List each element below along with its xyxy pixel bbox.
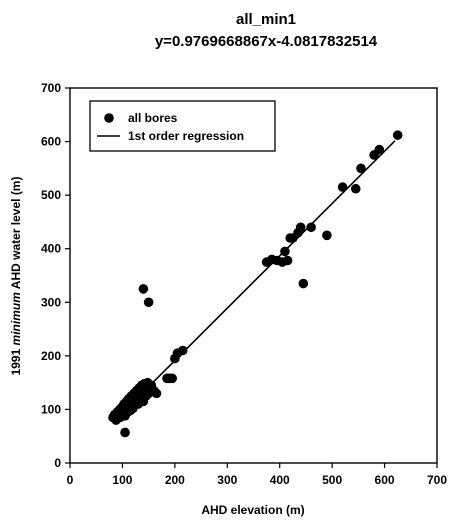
axis-ticks: 0 100 200 300 400 500 600 700 0 100 200 300 400 500 60… bbox=[41, 81, 447, 487]
scatter-point bbox=[350, 183, 361, 194]
scatter-point bbox=[337, 182, 348, 192]
regression-line bbox=[113, 140, 396, 422]
x-tick-label: 200 bbox=[165, 473, 185, 487]
y-axis-label: 1991 minimum AHD water level (m) bbox=[9, 177, 23, 376]
chart-subtitle: y=0.9769668867x-4.0817832514 bbox=[155, 33, 378, 50]
scatter-point bbox=[356, 163, 366, 174]
scatter-point bbox=[143, 297, 154, 308]
y-tick-label: 600 bbox=[41, 135, 61, 149]
regression-layer bbox=[113, 140, 396, 422]
scatter-point bbox=[120, 427, 130, 438]
scatter-point bbox=[280, 246, 290, 257]
legend-point-marker bbox=[104, 113, 114, 123]
scatter-point bbox=[282, 255, 293, 266]
chart-title: all_min1 bbox=[236, 11, 296, 28]
x-tick-label: 300 bbox=[217, 473, 237, 487]
x-tick-label: 100 bbox=[112, 473, 132, 487]
x-axis-label: AHD elevation (m) bbox=[201, 503, 304, 517]
legend-label-regression: 1st order regression bbox=[128, 129, 244, 143]
x-tick-label: 500 bbox=[322, 473, 342, 487]
scatter-point bbox=[167, 373, 178, 384]
legend-box bbox=[89, 100, 276, 152]
y-tick-label: 300 bbox=[41, 295, 61, 309]
points-layer bbox=[108, 130, 403, 438]
legend: all bores 1st order regression bbox=[89, 100, 276, 152]
plot-frame bbox=[69, 87, 438, 464]
y-axis-label-part-3: AHD water level (m) bbox=[9, 177, 23, 293]
scatter-point bbox=[322, 230, 332, 241]
scatter-point bbox=[392, 130, 403, 140]
scatter-point bbox=[298, 278, 309, 289]
y-tick-label: 700 bbox=[41, 81, 61, 95]
scatter-point bbox=[138, 284, 149, 294]
scatter-point bbox=[295, 222, 306, 233]
x-tick-label: 400 bbox=[270, 473, 290, 487]
y-tick-label: 500 bbox=[41, 188, 61, 202]
y-tick-label: 0 bbox=[54, 456, 61, 470]
x-tick-label: 700 bbox=[427, 473, 447, 487]
scatter-point bbox=[374, 144, 385, 155]
y-tick-label: 200 bbox=[41, 349, 61, 363]
scatter-point bbox=[177, 345, 188, 356]
y-axis-label-part-1: 1991 bbox=[9, 345, 23, 375]
x-tick-label: 600 bbox=[375, 473, 395, 487]
y-tick-label: 400 bbox=[41, 242, 61, 256]
scatter-point bbox=[151, 388, 162, 399]
x-tick-label: 0 bbox=[67, 473, 74, 487]
scatter-point bbox=[306, 222, 316, 233]
y-axis-label-part-2: minimum bbox=[9, 292, 23, 346]
y-tick-label: 100 bbox=[41, 402, 61, 416]
legend-label-all-bores: all bores bbox=[128, 111, 178, 125]
